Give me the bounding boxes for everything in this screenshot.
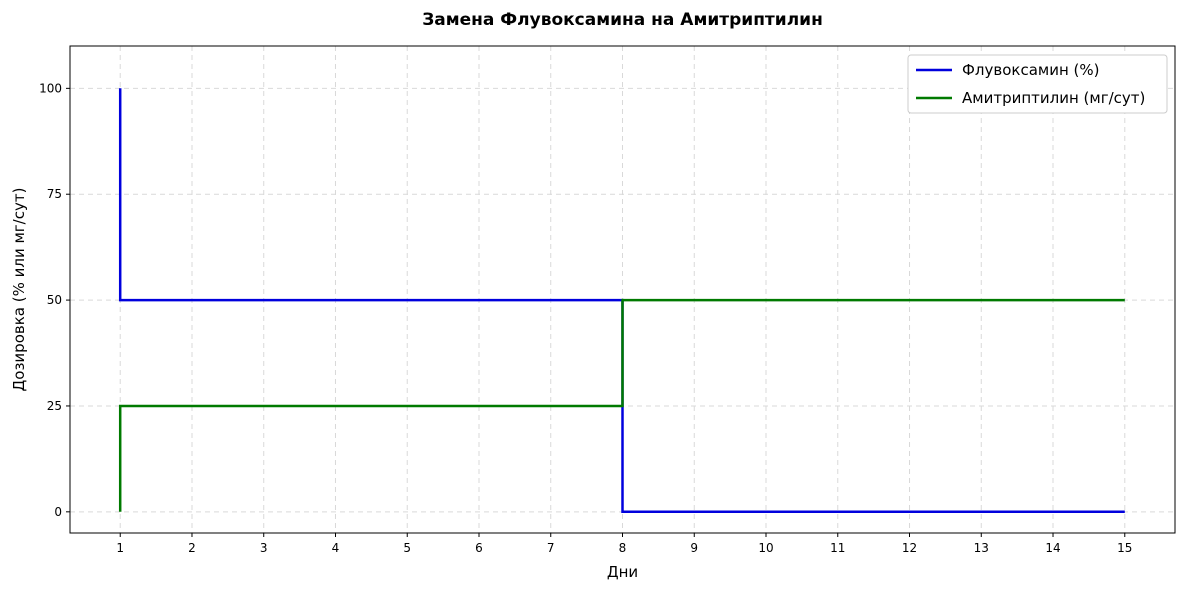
x-tick-label: 7 bbox=[547, 541, 555, 555]
x-tick-label: 6 bbox=[475, 541, 483, 555]
x-tick-label: 15 bbox=[1117, 541, 1132, 555]
x-tick-label: 14 bbox=[1045, 541, 1060, 555]
y-tick-label: 25 bbox=[47, 399, 62, 413]
x-tick-label: 11 bbox=[830, 541, 845, 555]
chart-title: Замена Флувоксамина на Амитриптилин bbox=[422, 10, 823, 30]
x-tick-label: 13 bbox=[974, 541, 989, 555]
x-tick-label: 5 bbox=[403, 541, 411, 555]
x-tick-label: 9 bbox=[690, 541, 698, 555]
y-tick-label: 100 bbox=[39, 81, 62, 95]
x-tick-label: 12 bbox=[902, 541, 917, 555]
y-axis-label: Дозировка (% или мг/сут) bbox=[10, 188, 28, 392]
legend-label-amitriptyline: Амитриптилин (мг/сут) bbox=[962, 89, 1145, 107]
x-axis: 1 2 3 4 5 6 7 8 9 10 11 12 13 14 15 bbox=[116, 533, 1132, 555]
x-tick-label: 10 bbox=[758, 541, 773, 555]
x-tick-label: 1 bbox=[116, 541, 124, 555]
y-tick-label: 50 bbox=[47, 293, 62, 307]
x-axis-label: Дни bbox=[607, 563, 638, 581]
series-layer bbox=[118, 88, 1125, 514]
x-tick-label: 3 bbox=[260, 541, 268, 555]
y-tick-label: 0 bbox=[54, 505, 62, 519]
y-tick-label: 75 bbox=[47, 187, 62, 201]
y-axis: 0 25 50 75 100 bbox=[39, 81, 70, 519]
x-tick-label: 4 bbox=[332, 541, 340, 555]
x-tick-label: 8 bbox=[619, 541, 627, 555]
legend-label-fluvoxamine: Флувоксамин (%) bbox=[962, 61, 1100, 79]
legend: Флувоксамин (%) Амитриптилин (мг/сут) bbox=[907, 54, 1168, 114]
legend-box bbox=[907, 54, 1168, 114]
series-line-amitriptyline bbox=[118, 298, 1125, 512]
x-tick-label: 2 bbox=[188, 541, 196, 555]
